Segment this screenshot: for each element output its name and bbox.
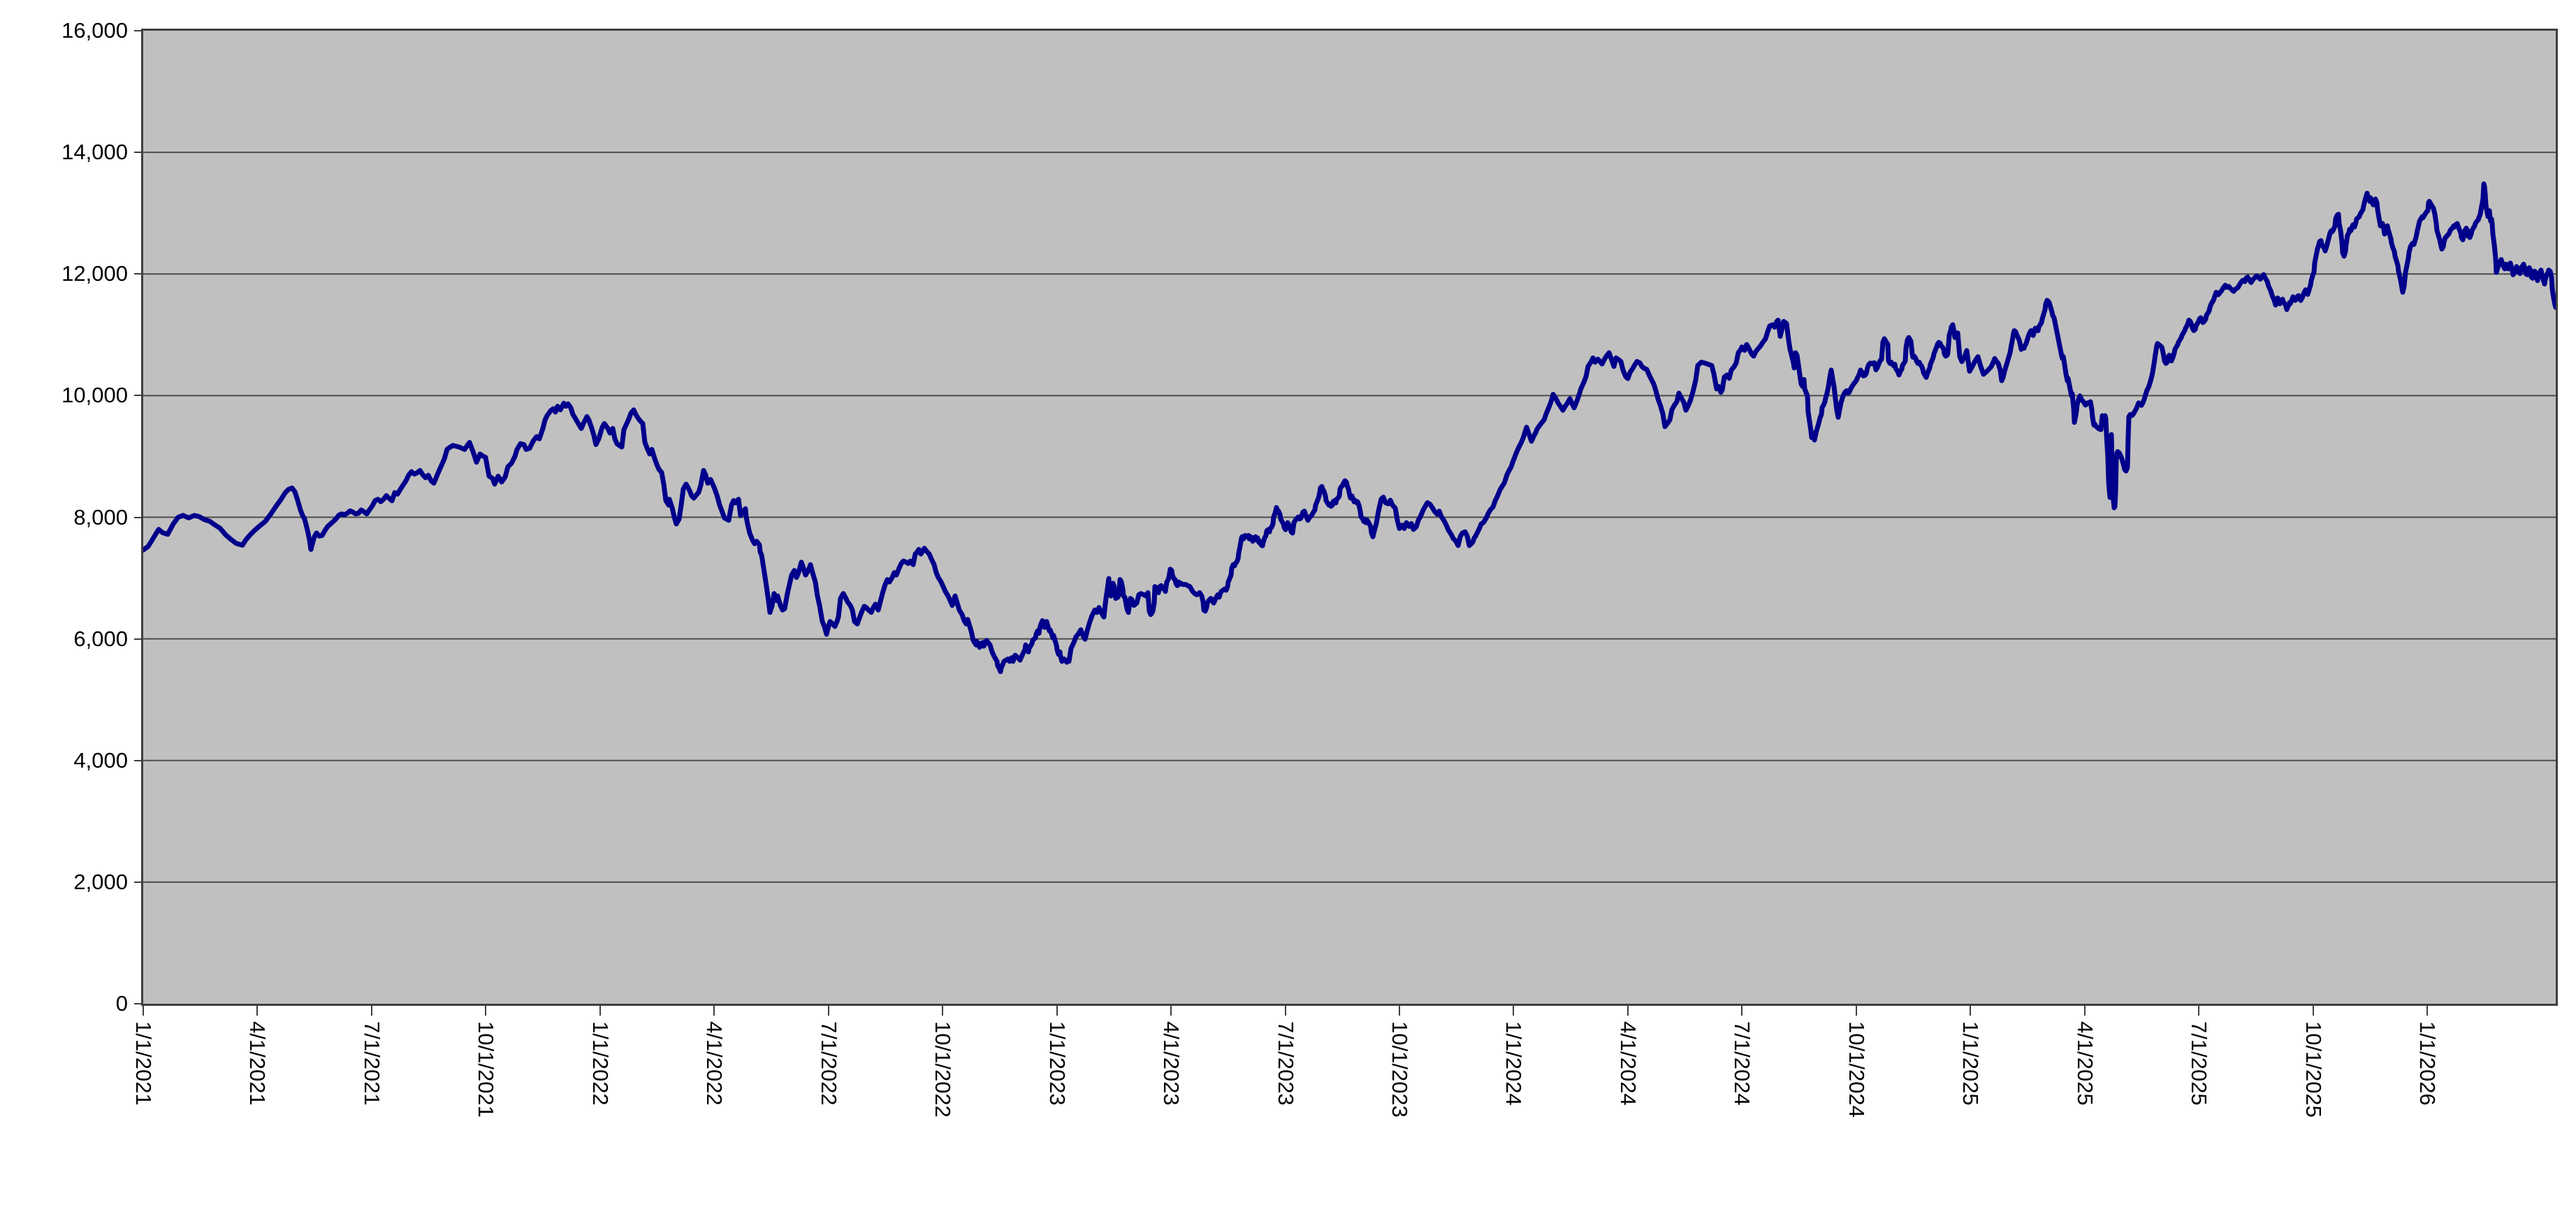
plot-canvas: [143, 31, 2556, 1004]
x-tick-label-1/1/2021: 1/1/2021: [131, 1021, 156, 1106]
x-tick-label-1/1/2022: 1/1/2022: [588, 1021, 613, 1106]
y-tick-mark: [134, 638, 142, 640]
x-tick-label-7/1/2022: 7/1/2022: [817, 1021, 841, 1106]
x-tick-label-7/1/2023: 7/1/2023: [1274, 1021, 1298, 1106]
x-tick-label-10/1/2023: 10/1/2023: [1388, 1021, 1412, 1118]
x-tick-label-4/1/2024: 4/1/2024: [1616, 1021, 1640, 1106]
x-tick-label-1/1/2024: 1/1/2024: [1501, 1021, 1526, 1106]
x-tick-mark: [599, 1005, 601, 1016]
x-tick-mark: [2084, 1005, 2086, 1016]
x-tick-label-7/1/2021: 7/1/2021: [360, 1021, 384, 1106]
x-tick-mark: [256, 1005, 258, 1016]
price-series-line: [143, 181, 2556, 675]
y-tick-label-12,000: 12,000: [61, 261, 128, 286]
x-tick-mark: [2198, 1005, 2199, 1016]
x-tick-label-4/1/2022: 4/1/2022: [702, 1021, 727, 1106]
y-tick-mark: [134, 30, 142, 31]
x-tick-label-1/1/2023: 1/1/2023: [1045, 1021, 1070, 1106]
x-tick-label-7/1/2024: 7/1/2024: [1730, 1021, 1754, 1106]
y-tick-label-2,000: 2,000: [73, 869, 128, 894]
x-tick-mark: [1513, 1005, 1514, 1016]
x-tick-label-10/1/2024: 10/1/2024: [1844, 1021, 1869, 1118]
y-tick-label-4,000: 4,000: [73, 747, 128, 773]
plot-area: [141, 29, 2558, 1006]
y-tick-mark: [134, 152, 142, 154]
x-tick-label-10/1/2022: 10/1/2022: [931, 1021, 955, 1118]
x-tick-label-1/1/2026: 1/1/2026: [2415, 1021, 2440, 1106]
y-tick-mark: [134, 395, 142, 397]
y-tick-label-0: 0: [115, 991, 128, 1016]
y-tick-mark: [134, 1003, 142, 1004]
y-tick-label-8,000: 8,000: [73, 504, 128, 529]
y-tick-mark: [134, 759, 142, 761]
y-tick-label-6,000: 6,000: [73, 626, 128, 651]
x-tick-mark: [942, 1005, 943, 1016]
x-tick-label-1/1/2025: 1/1/2025: [1958, 1021, 1983, 1106]
x-tick-mark: [1285, 1005, 1286, 1016]
x-tick-label-10/1/2025: 10/1/2025: [2301, 1021, 2326, 1118]
x-tick-mark: [1856, 1005, 1857, 1016]
y-tick-mark: [134, 273, 142, 275]
x-tick-label-7/1/2025: 7/1/2025: [2187, 1021, 2211, 1106]
x-tick-mark: [1970, 1005, 1971, 1016]
x-tick-mark: [713, 1005, 715, 1016]
x-tick-mark: [1170, 1005, 1172, 1016]
x-tick-mark: [828, 1005, 829, 1016]
x-tick-mark: [2426, 1005, 2428, 1016]
x-tick-label-4/1/2023: 4/1/2023: [1159, 1021, 1184, 1106]
x-tick-mark: [1627, 1005, 1629, 1016]
y-tick-label-10,000: 10,000: [61, 383, 128, 408]
x-tick-mark: [1056, 1005, 1058, 1016]
y-tick-mark: [134, 881, 142, 883]
x-tick-mark: [485, 1005, 486, 1016]
x-tick-label-10/1/2021: 10/1/2021: [474, 1021, 498, 1118]
x-tick-mark: [143, 1005, 144, 1016]
x-tick-label-4/1/2025: 4/1/2025: [2073, 1021, 2097, 1106]
y-tick-label-16,000: 16,000: [61, 18, 128, 43]
x-tick-mark: [1399, 1005, 1400, 1016]
x-tick-mark: [371, 1005, 372, 1016]
x-tick-label-4/1/2021: 4/1/2021: [245, 1021, 270, 1106]
y-tick-label-14,000: 14,000: [61, 140, 128, 165]
y-tick-mark: [134, 516, 142, 518]
x-tick-mark: [2313, 1005, 2314, 1016]
x-tick-mark: [1741, 1005, 1742, 1016]
